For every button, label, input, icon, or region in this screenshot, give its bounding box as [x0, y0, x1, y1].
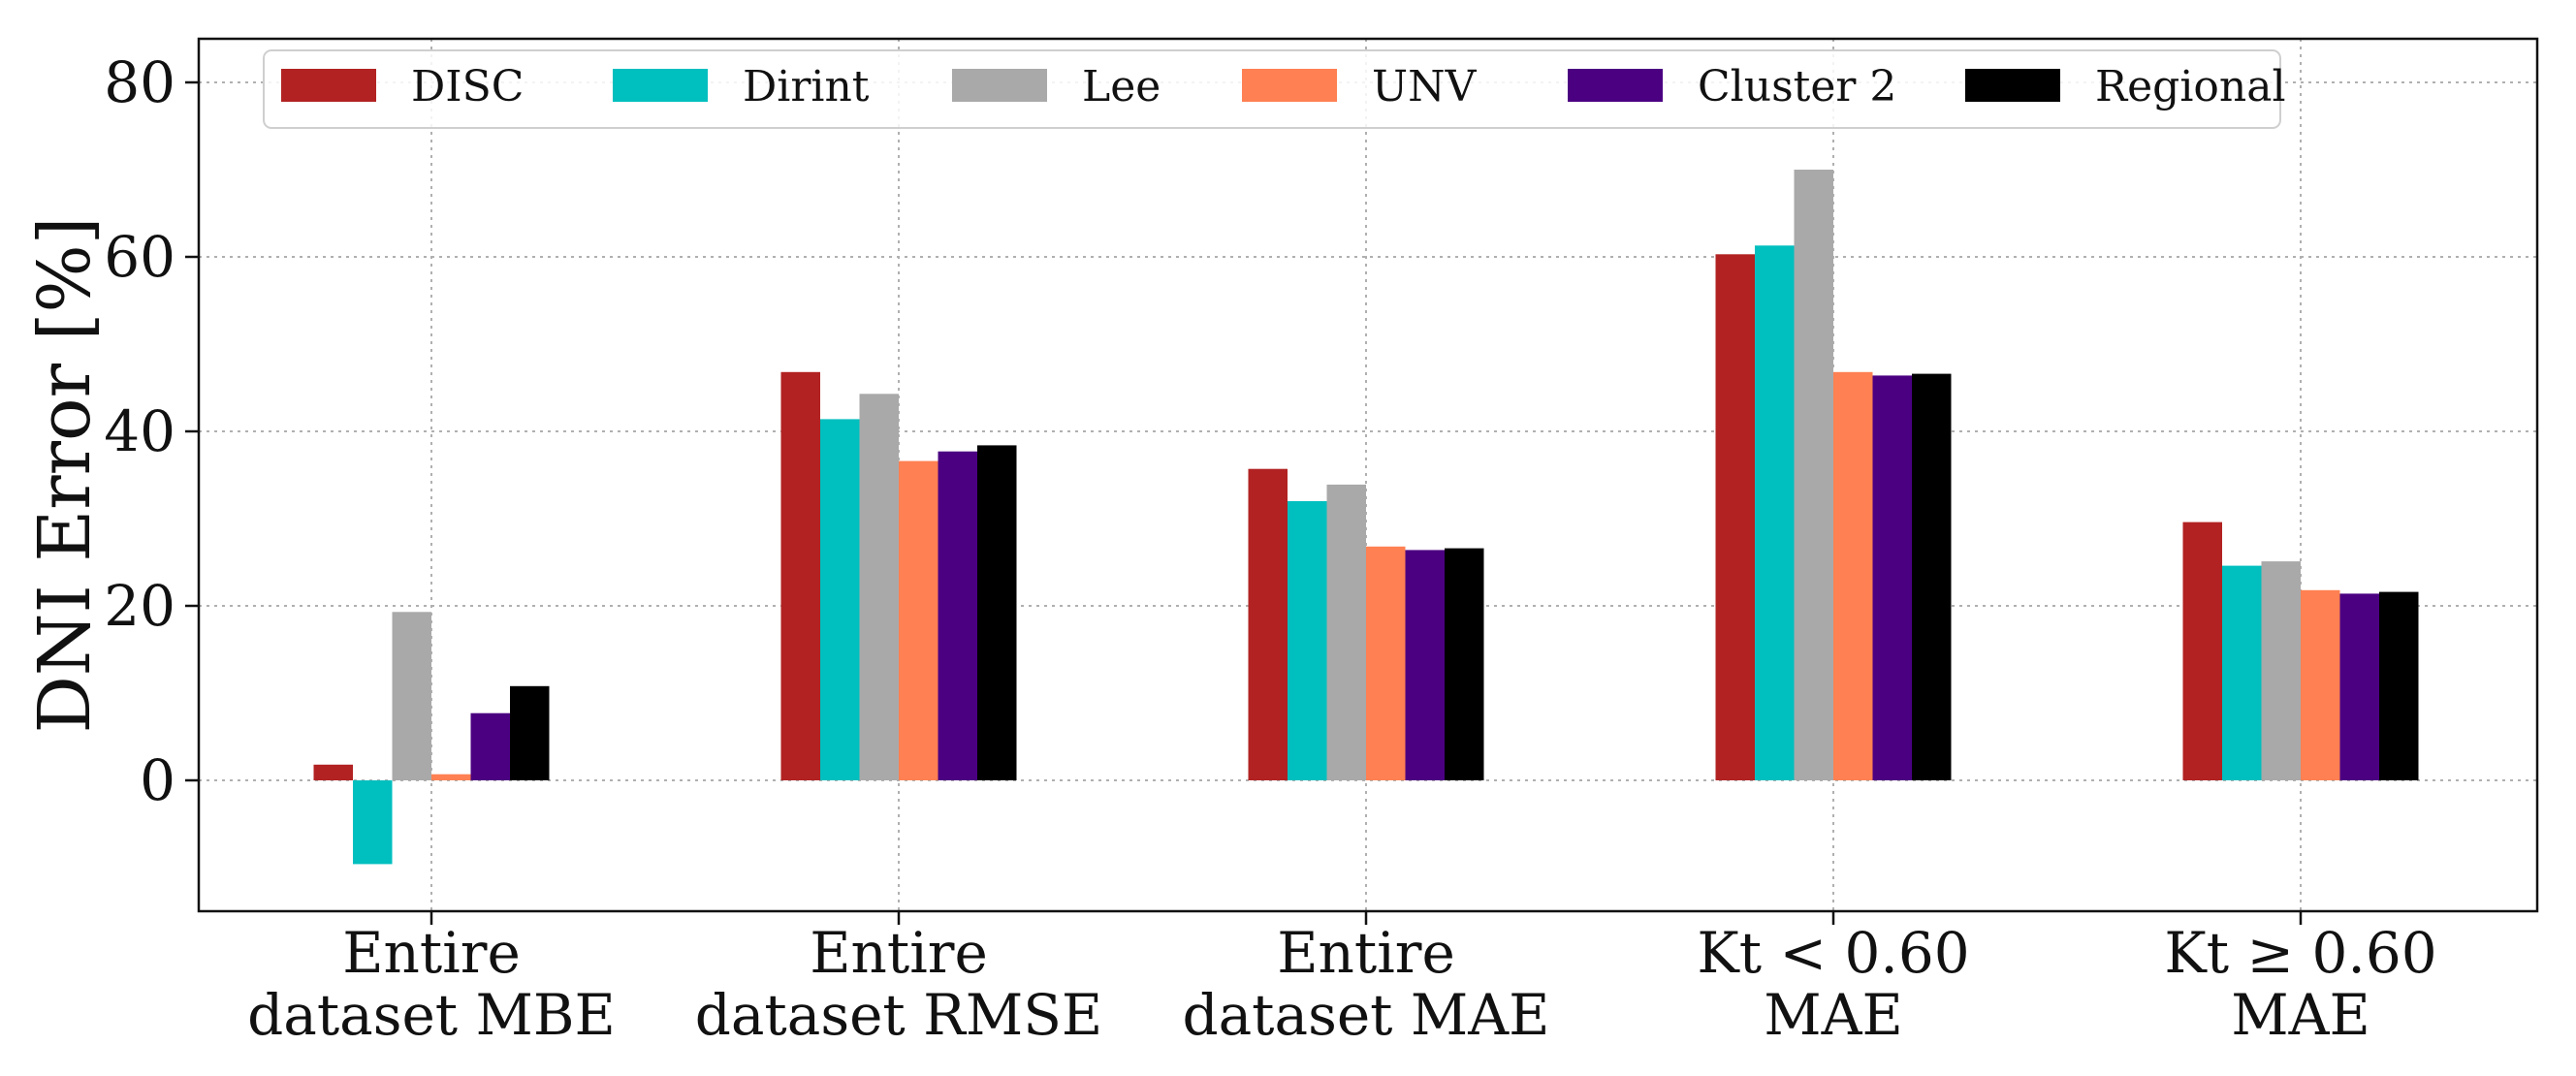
legend-label: Dirint — [743, 62, 870, 111]
category-label-line2: MAE — [2231, 982, 2370, 1048]
bar-cluster-2 — [2339, 593, 2379, 780]
category-label-line2: dataset MAE — [1182, 982, 1549, 1048]
bar-regional — [1445, 548, 1484, 780]
bar-disc — [313, 764, 353, 780]
legend-label: Cluster 2 — [1698, 62, 1896, 111]
bar-lee — [392, 612, 431, 780]
bar-dirint — [1755, 245, 1795, 781]
bar-disc — [2182, 522, 2222, 780]
y-tick-label: 40 — [104, 398, 175, 464]
y-tick-label: 0 — [140, 747, 175, 813]
bar-cluster-2 — [470, 712, 510, 780]
bar-lee — [859, 394, 899, 780]
bar-lee — [1794, 170, 1833, 780]
bar-cluster-2 — [938, 451, 977, 780]
bar-unv — [899, 460, 938, 780]
bar-cluster-2 — [1872, 375, 1912, 780]
bar-disc — [780, 371, 820, 780]
category-label-line2: MAE — [1764, 982, 1903, 1048]
bar-dirint — [2222, 565, 2262, 780]
legend-swatch — [1568, 69, 1663, 102]
bar-lee — [2261, 561, 2301, 780]
y-axis-title: DNI Error [%] — [23, 216, 107, 733]
category-label-line2: dataset RMSE — [695, 982, 1103, 1048]
y-tick-label: 20 — [104, 573, 175, 639]
bar-lee — [1326, 484, 1366, 780]
bar-regional — [510, 685, 550, 780]
bar-unv — [1366, 546, 1406, 780]
legend-swatch — [613, 69, 708, 102]
category-label-line2: dataset MBE — [247, 982, 616, 1048]
legend-label: DISC — [411, 62, 524, 111]
bar-dirint — [1288, 501, 1327, 780]
y-tick-label: 80 — [104, 49, 175, 115]
category-label-line1: Entire — [1277, 920, 1455, 986]
category-label-line1: Kt < 0.60 — [1697, 920, 1969, 986]
bar-dirint — [820, 419, 860, 780]
legend-swatch — [1965, 69, 2060, 102]
bar-dirint — [353, 780, 393, 865]
legend-swatch — [952, 69, 1047, 102]
legend-label: Lee — [1082, 62, 1161, 111]
legend-swatch — [1242, 69, 1337, 102]
legend-label: Regional — [2095, 62, 2286, 111]
y-tick-label: 60 — [104, 224, 175, 290]
category-label-line1: Entire — [810, 920, 988, 986]
bars — [313, 170, 2419, 865]
axis-ticks: 0 20 40 60 80 — [104, 49, 2303, 925]
bar-unv — [1833, 371, 1873, 780]
category-label-line1: Kt ≥ 0.60 — [2164, 920, 2436, 986]
legend-label: UNV — [1372, 62, 1478, 111]
bar-unv — [431, 774, 471, 780]
plot-frame — [197, 37, 2539, 913]
bar-disc — [1715, 254, 1755, 780]
legend-swatch — [281, 69, 376, 102]
legend: DISC Dirint Lee UNV Cluster 2 Regional — [263, 49, 2286, 129]
bar-regional — [977, 445, 1017, 780]
bar-regional — [2379, 591, 2419, 780]
bar-disc — [1248, 468, 1288, 780]
bar-regional — [1912, 373, 1952, 780]
bar-cluster-2 — [1405, 550, 1445, 780]
bar-unv — [2301, 589, 2340, 780]
category-label-line1: Entire — [342, 920, 521, 986]
